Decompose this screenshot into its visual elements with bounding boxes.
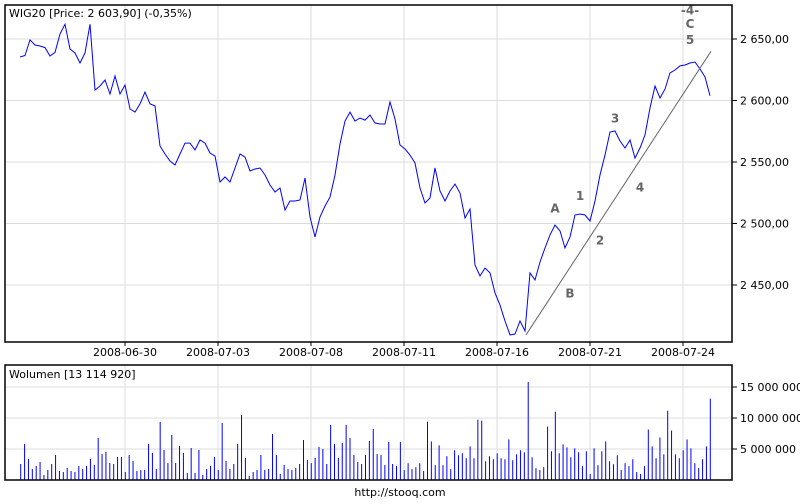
volume-tick-label: 15 000 000 [740,381,800,394]
volume-tick-label: 5 000 000 [740,443,796,456]
volume-tick-label: 10 000 000 [740,412,800,425]
price-tick-label: 2 500,00 [740,218,789,231]
date-tick-label: 2008-06-30 [93,346,157,359]
price-frame [4,4,733,343]
price-tick-label: 2 450,00 [740,279,789,292]
date-tick-label: 2008-07-08 [279,346,343,359]
price-axis: 2 650,00 2 600,00 2 550,00 2 500,00 2 450,00 [732,33,789,292]
wave-label: 5 [686,33,694,47]
volume-title: Wolumen [13 114 920] [9,368,136,381]
wave-label: C [686,17,695,31]
wave-label: A [550,201,560,215]
price-title: WIG20 [Price: 2 603,90] (-0,35%) [9,7,192,20]
price-tick-label: 2 550,00 [740,156,789,169]
source-link[interactable]: http://stooq.com [354,486,445,499]
date-tick-label: 2008-07-16 [465,346,529,359]
volume-plot [20,382,711,480]
price-grid [5,5,732,342]
volume-frame [4,364,733,481]
date-tick-label: 2008-07-24 [651,346,715,359]
price-line [19,22,711,336]
date-axis: 2008-06-30 2008-07-03 2008-07-08 2008-07-11… [93,342,715,359]
volume-axis: 15 000 000 10 000 000 5 000 000 [732,381,800,456]
volume-grid [5,365,732,480]
wave-label: 1 [576,189,584,203]
date-tick-label: 2008-07-03 [186,346,250,359]
wave-label: -4- [681,3,699,17]
date-tick-label: 2008-07-21 [558,346,622,359]
price-tick-label: 2 600,00 [740,95,789,108]
wave-label: 2 [596,233,604,247]
price-tick-label: 2 650,00 [740,33,789,46]
wave-label: B [565,286,574,300]
date-tick-label: 2008-07-11 [372,346,436,359]
trend-line [525,51,712,336]
wave-label: 3 [611,112,619,126]
wave-label: 4 [636,181,644,195]
price-plot: A B 1 2 3 4 5 C-4- [19,3,712,336]
